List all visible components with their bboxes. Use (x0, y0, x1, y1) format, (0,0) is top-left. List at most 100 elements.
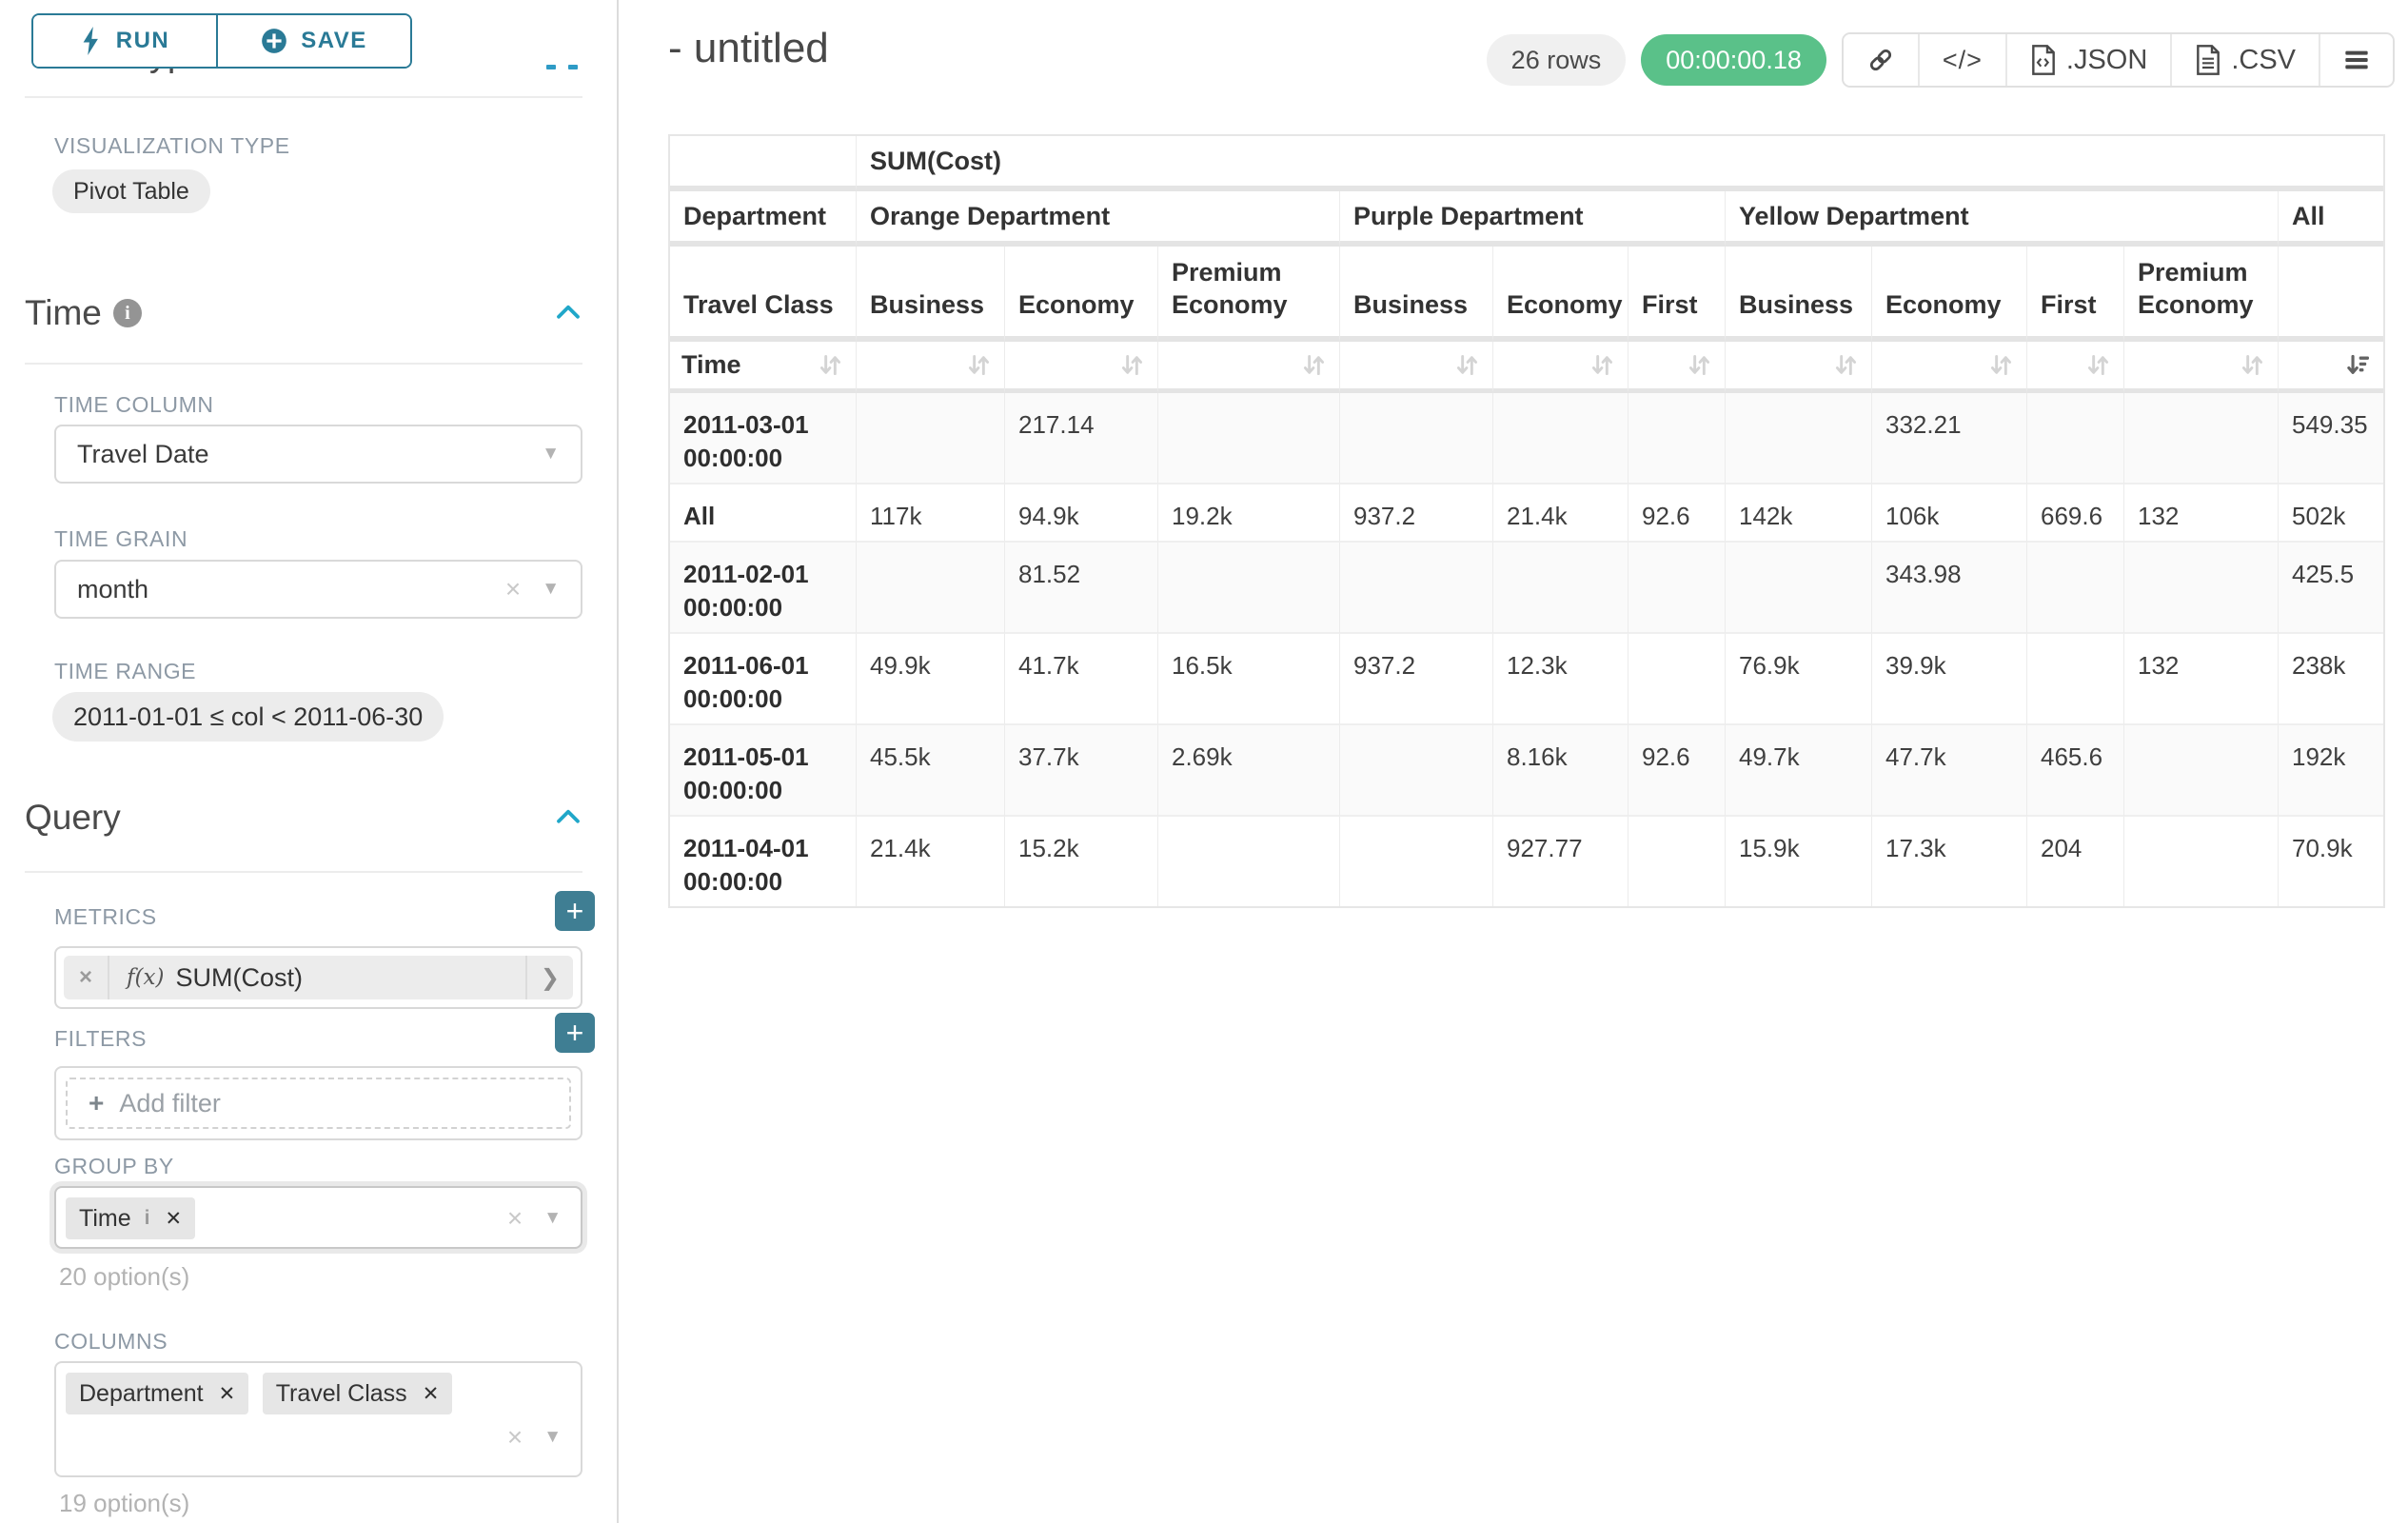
group-by-tag-time[interactable]: Time i ✕ (66, 1197, 196, 1239)
sub-col-header: Business (1726, 247, 1872, 342)
clear-icon[interactable]: × (504, 574, 522, 603)
function-icon: f(x) (127, 965, 165, 990)
tag-info-icon[interactable]: i (144, 1207, 150, 1229)
data-cell (2124, 817, 2279, 906)
sub-col-header: Economy (1005, 247, 1158, 342)
sub-col-header: Economy (1493, 247, 1628, 342)
tag-close-icon[interactable]: ✕ (422, 1382, 440, 1405)
data-cell: 217.14 (1005, 393, 1158, 485)
data-cell: 17.3k (1872, 817, 2027, 906)
save-button[interactable]: SAVE (218, 15, 410, 67)
data-cell (857, 393, 1005, 485)
info-icon[interactable]: i (112, 299, 142, 327)
sub-col-header: Economy (1872, 247, 2027, 342)
data-cell: 16.5k (1158, 634, 1340, 725)
sort-icon (1303, 354, 1325, 376)
caret-down-icon[interactable]: ▼ (542, 444, 560, 464)
table-row: All 117k 94.9k 19.2k 937.2 21.4k 92.6 142k 106k 6… (670, 485, 2384, 543)
divider (25, 96, 582, 98)
row-header: 2011-05-01 00:00:00 (670, 725, 857, 817)
export-json-button[interactable]: .JSON (2004, 34, 2171, 86)
sort-header-time[interactable]: Time (670, 342, 857, 393)
data-cell: 49.7k (1726, 725, 1872, 817)
group-by-select[interactable]: Time i ✕ × ▼ (54, 1186, 582, 1249)
view-query-button[interactable]: </> (1917, 34, 2005, 86)
sub-col-header: First (2027, 247, 2124, 342)
sort-header[interactable] (1340, 342, 1493, 393)
sort-header[interactable] (1005, 342, 1158, 393)
data-cell: 76.9k (1726, 634, 1872, 725)
col-group-header: Yellow Department (1726, 191, 2279, 247)
add-metric-button[interactable]: + (555, 891, 595, 931)
query-section-title: Query (25, 798, 121, 837)
caret-down-icon[interactable]: ▼ (542, 579, 560, 599)
clear-icon[interactable]: × (506, 1203, 523, 1233)
data-cell: 81.52 (1005, 543, 1158, 634)
viz-type-label: VISUALIZATION TYPE (54, 133, 290, 158)
tag-close-icon[interactable]: ✕ (218, 1382, 236, 1405)
run-button[interactable]: RUN (33, 15, 218, 67)
time-grain-select[interactable]: month × ▼ (54, 560, 582, 619)
sort-icon (1121, 354, 1143, 376)
clear-icon[interactable]: × (506, 1422, 523, 1452)
table-row: 2011-03-01 00:00:00 217.14 332.21 549.35 (670, 393, 2384, 485)
remove-metric-icon[interactable]: × (64, 956, 110, 999)
data-cell: 465.6 (2027, 725, 2124, 817)
table-row: 2011-02-01 00:00:00 81.52 343.98 425.5 (670, 543, 2384, 634)
sort-header[interactable] (2124, 342, 2279, 393)
sort-header[interactable] (1158, 342, 1340, 393)
metric-name: SUM(Cost) (175, 962, 303, 992)
sort-header[interactable] (1872, 342, 2027, 393)
time-column-select[interactable]: Travel Date ▼ (54, 425, 582, 484)
menu-button[interactable] (2319, 34, 2393, 86)
data-cell (1158, 393, 1340, 485)
query-timer-badge: 00:00:00.18 (1641, 34, 1826, 86)
clipped-icon (546, 65, 556, 69)
sort-header[interactable] (857, 342, 1005, 393)
viz-type-pill[interactable]: Pivot Table (52, 169, 210, 213)
columns-tag-department[interactable]: Department ✕ (66, 1373, 249, 1414)
data-cell (2027, 543, 2124, 634)
data-cell (1628, 393, 1726, 485)
lightning-icon (83, 27, 98, 55)
data-cell: 132 (2124, 634, 2279, 725)
caret-down-icon[interactable]: ▼ (543, 1427, 562, 1447)
chevron-up-icon[interactable] (554, 299, 582, 327)
sort-icon (1591, 354, 1613, 376)
sort-icon (968, 354, 990, 376)
export-toolbar: </> .JSON .CSV (1841, 32, 2395, 88)
row-header: 2011-06-01 00:00:00 (670, 634, 857, 725)
data-cell: 45.5k (857, 725, 1005, 817)
data-cell: 106k (1872, 485, 2027, 543)
expand-metric-icon[interactable]: ❯ (524, 956, 573, 999)
data-cell: 41.7k (1005, 634, 1158, 725)
columns-select[interactable]: Department ✕ Travel Class ✕ × ▼ (54, 1361, 582, 1477)
query-section-header: Query (25, 798, 582, 838)
corner-cell (670, 136, 857, 191)
columns-label: COLUMNS (54, 1329, 168, 1354)
sort-header[interactable] (2279, 342, 2384, 393)
sort-header[interactable] (1628, 342, 1726, 393)
time-range-pill[interactable]: 2011-01-01 ≤ col < 2011-06-30 (52, 692, 444, 742)
metric-pill[interactable]: × f(x) SUM(Cost) ❯ (64, 956, 573, 999)
pivot-table: SUM(Cost) Department Orange Department Purp… (670, 136, 2384, 906)
data-cell: 21.4k (1493, 485, 1628, 543)
caret-down-icon[interactable]: ▼ (543, 1208, 562, 1228)
sub-col-header (2279, 247, 2384, 342)
sort-header[interactable] (2027, 342, 2124, 393)
share-link-button[interactable] (1843, 34, 1918, 86)
data-cell: 21.4k (857, 817, 1005, 906)
columns-tag-travel-class[interactable]: Travel Class ✕ (262, 1373, 453, 1414)
data-cell: 8.16k (1493, 725, 1628, 817)
add-filter-button[interactable]: + Add filter (66, 1078, 571, 1129)
pivot-table-wrapper: SUM(Cost) Department Orange Department Purp… (668, 134, 2386, 908)
sort-header[interactable] (1493, 342, 1628, 393)
row-header: 2011-04-01 00:00:00 (670, 817, 857, 906)
data-cell: 92.6 (1628, 485, 1726, 543)
sort-header[interactable] (1726, 342, 1872, 393)
tag-close-icon[interactable]: ✕ (165, 1207, 183, 1230)
export-csv-button[interactable]: .CSV (2170, 34, 2319, 86)
chevron-up-icon[interactable] (554, 803, 582, 832)
sort-desc-icon (2347, 354, 2370, 374)
add-filter-plus-button[interactable]: + (555, 1013, 595, 1053)
